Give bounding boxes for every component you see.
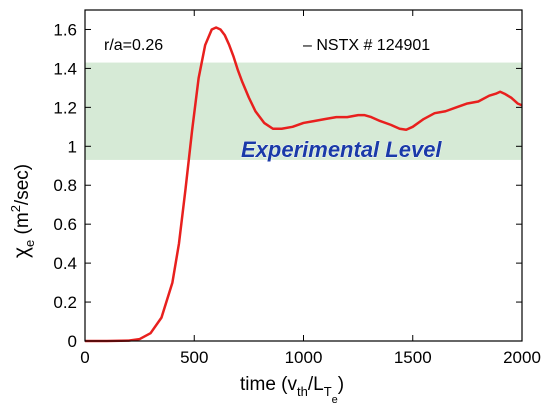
ticks-layer: 0 500 1000 1500 2000 0 0.2 0.4 0.6 0.8 1 1.2 1.4 1.6 xyxy=(53,10,541,367)
x-axis-title-end: ) xyxy=(338,374,344,395)
x-tick-label: 500 xyxy=(180,348,208,367)
radius-annotation: r/a=0.26 xyxy=(104,37,163,54)
experimental-level-label: Experimental Level xyxy=(241,137,442,162)
x-tick-label: 1500 xyxy=(394,348,432,367)
x-axis-title-sub1: th xyxy=(297,384,308,399)
y-tick-label: 1 xyxy=(68,137,77,156)
y-tick-label: 1.2 xyxy=(53,98,77,117)
y-axis-title-sup: 2 xyxy=(8,205,23,212)
y-axis-title-sub: e xyxy=(22,240,37,247)
y-tick-label: 0.2 xyxy=(53,293,77,312)
x-axis-title-subsub: e xyxy=(332,394,338,406)
y-tick-label: 0.4 xyxy=(53,254,77,273)
series-line-0 xyxy=(85,26,523,343)
y-tick-label: 0.6 xyxy=(53,215,77,234)
y-tick-label: 1.4 xyxy=(53,59,77,78)
y-tick-label: 0 xyxy=(68,332,77,351)
y-axis-title-chi: χ xyxy=(10,247,33,258)
y-axis-title-rest: (m xyxy=(12,212,33,239)
series-layer xyxy=(85,26,523,343)
x-axis-title-main: time (v xyxy=(240,374,298,395)
legend-entry: – NSTX # 124901 xyxy=(303,37,430,54)
y-axis-title: χe (m2/sec) xyxy=(8,164,37,258)
x-axis-title: time (vth/LTe) xyxy=(240,374,344,406)
x-tick-label: 0 xyxy=(80,348,89,367)
x-axis-title-mid: /L xyxy=(308,374,324,395)
plot-frame xyxy=(84,9,523,342)
x-tick-label: 2000 xyxy=(503,348,541,367)
y-tick-label: 0.8 xyxy=(53,176,77,195)
x-tick-label: 1000 xyxy=(285,348,323,367)
x-axis-title-sub2: T xyxy=(324,384,332,399)
y-axis-title-end: /sec) xyxy=(12,164,33,205)
y-tick-label: 1.6 xyxy=(53,20,77,39)
